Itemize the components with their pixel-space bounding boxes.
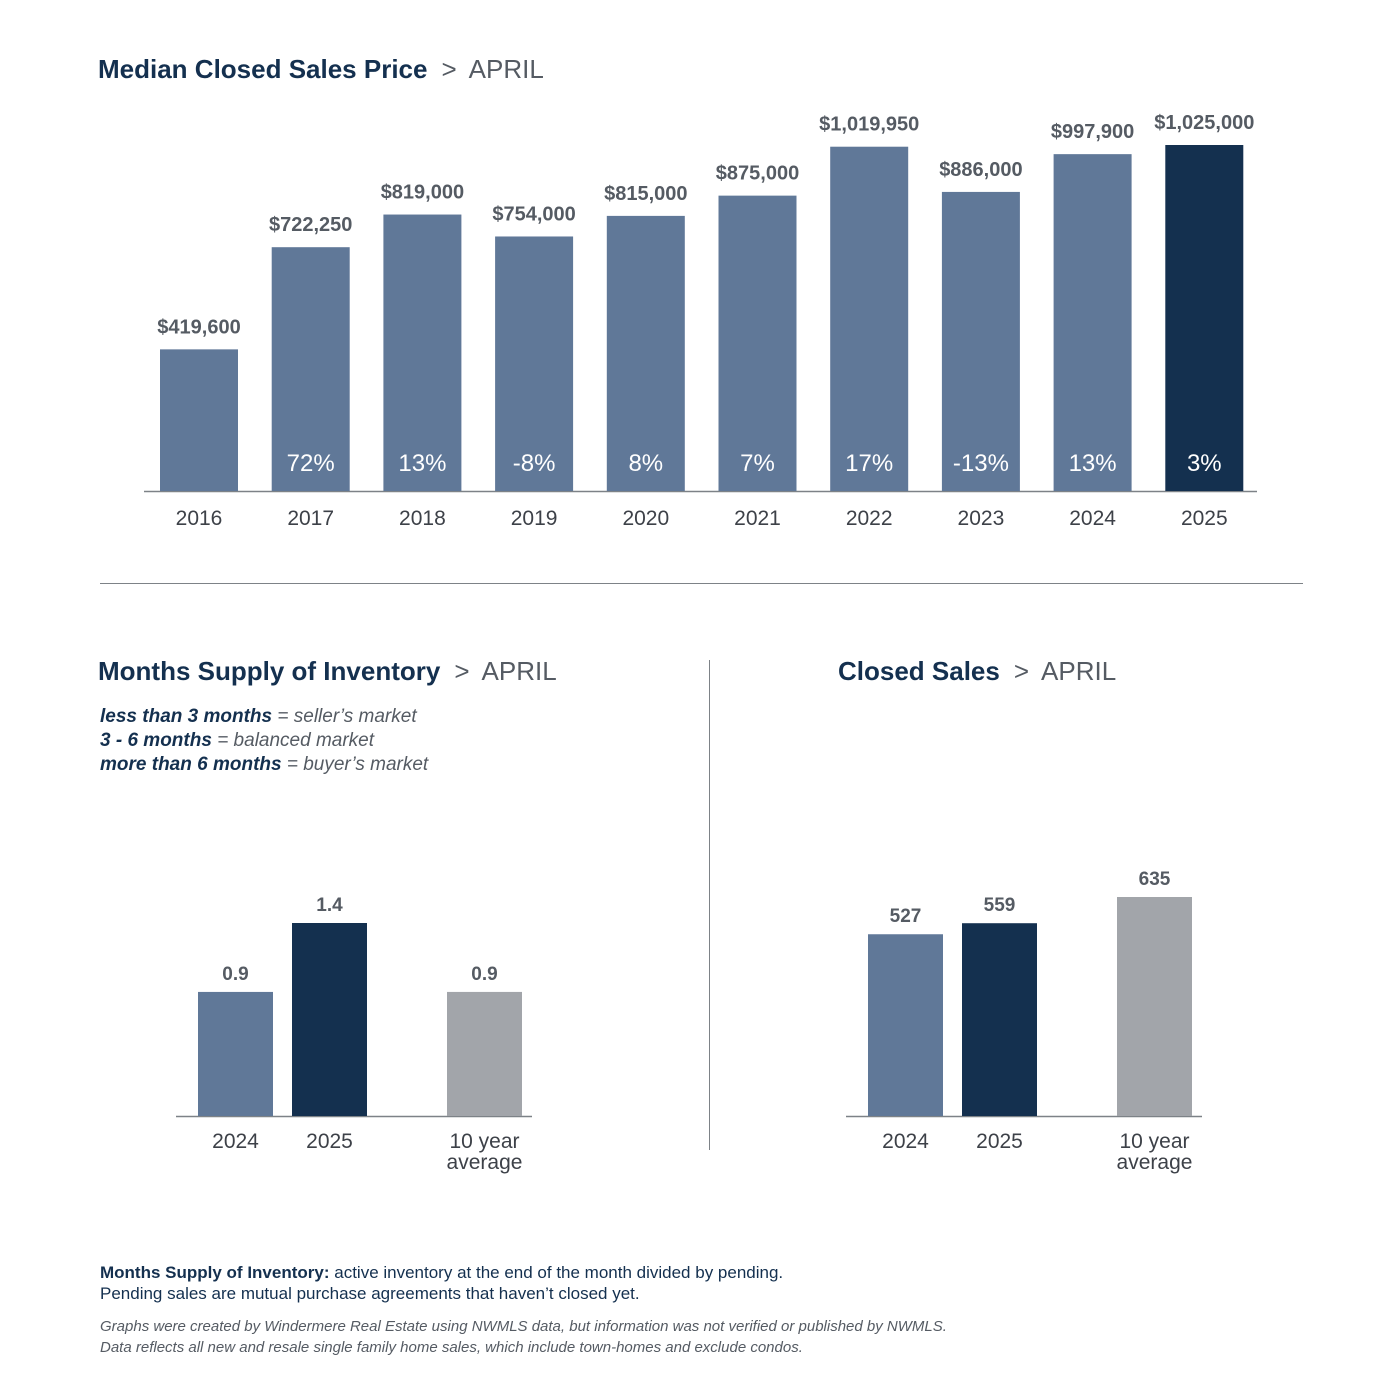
bar bbox=[962, 923, 1037, 1116]
bar bbox=[868, 934, 943, 1116]
tick-label: 10 year bbox=[449, 1130, 519, 1153]
column-divider bbox=[709, 660, 710, 1150]
value-label: 0.9 bbox=[471, 964, 497, 985]
value-label: $815,000 bbox=[604, 183, 687, 205]
legend-item: less than 3 months = seller’s market bbox=[100, 705, 428, 729]
title-separator: > bbox=[454, 656, 470, 686]
legend-term: more than 6 months bbox=[100, 754, 282, 775]
change-label: 72% bbox=[287, 450, 335, 477]
closed-sales-title: Closed Sales > APRIL bbox=[838, 656, 1116, 687]
value-label: 559 bbox=[984, 895, 1016, 916]
value-label: $722,250 bbox=[269, 214, 352, 236]
footer-note: Graphs were created by Windermere Real E… bbox=[100, 1316, 947, 1358]
bar bbox=[1165, 145, 1244, 491]
bar bbox=[830, 146, 909, 491]
definition-text: active inventory at the end of the month… bbox=[334, 1263, 784, 1282]
value-label: $886,000 bbox=[939, 159, 1022, 181]
legend-item: more than 6 months = buyer’s market bbox=[100, 753, 428, 777]
tick-label: 2016 bbox=[176, 507, 223, 530]
value-label: $997,900 bbox=[1051, 121, 1134, 143]
definition-line: Months Supply of Inventory: active inven… bbox=[100, 1262, 783, 1283]
tick-label: 2020 bbox=[622, 507, 669, 530]
value-label: $819,000 bbox=[381, 182, 464, 204]
change-label: 17% bbox=[845, 450, 893, 477]
legend-term: 3 - 6 months bbox=[100, 730, 212, 751]
change-label: -8% bbox=[513, 450, 556, 477]
bar bbox=[292, 923, 367, 1116]
tick-label: 2021 bbox=[734, 507, 781, 530]
change-label: 13% bbox=[1069, 450, 1117, 477]
bar bbox=[718, 195, 797, 491]
bar bbox=[606, 215, 685, 491]
tick-label: 2024 bbox=[1069, 507, 1116, 530]
title-separator: > bbox=[1013, 656, 1030, 686]
legend-desc: = balanced market bbox=[217, 730, 375, 751]
tick-label: 2025 bbox=[976, 1130, 1023, 1153]
tick-label: 2025 bbox=[1181, 507, 1228, 530]
change-label: 7% bbox=[740, 450, 775, 477]
title-separator: > bbox=[441, 54, 457, 84]
value-label: $875,000 bbox=[716, 163, 799, 185]
note-line-2: Data reflects all new and resale single … bbox=[100, 1339, 803, 1356]
definition-line-2: Pending sales are mutual purchase agreem… bbox=[100, 1284, 640, 1303]
tick-label: 2019 bbox=[511, 507, 558, 530]
tick-label: 2022 bbox=[846, 507, 893, 530]
note-line-1: Graphs were created by Windermere Real E… bbox=[100, 1318, 947, 1335]
value-label: $1,025,000 bbox=[1154, 112, 1254, 134]
legend-desc: = buyer’s market bbox=[286, 754, 429, 775]
tick-label: 10 year bbox=[1119, 1130, 1189, 1153]
bar bbox=[495, 236, 574, 491]
tick-label-line-2: average bbox=[447, 1151, 523, 1174]
definition-term: Months Supply of Inventory: bbox=[100, 1263, 330, 1282]
value-label: $754,000 bbox=[492, 203, 575, 225]
bar bbox=[941, 191, 1020, 492]
tick-label: 2024 bbox=[212, 1130, 259, 1153]
bar bbox=[1053, 154, 1132, 492]
bar bbox=[383, 214, 462, 491]
legend-item: 3 - 6 months = balanced market bbox=[100, 729, 428, 753]
tick-label-line-2: average bbox=[1117, 1151, 1193, 1174]
value-label: $1,019,950 bbox=[819, 114, 919, 136]
change-label: 8% bbox=[628, 450, 663, 477]
tick-label: 2018 bbox=[399, 507, 446, 530]
value-label: 635 bbox=[1139, 869, 1171, 890]
value-label: 527 bbox=[890, 906, 922, 927]
closed-sales-title-text: Closed Sales bbox=[838, 656, 1000, 686]
tick-label: 2024 bbox=[882, 1130, 929, 1153]
bar bbox=[1117, 897, 1192, 1116]
title-month: APRIL bbox=[468, 54, 544, 84]
change-label: -13% bbox=[953, 450, 1009, 477]
bar bbox=[447, 991, 522, 1116]
footer-definition: Months Supply of Inventory: active inven… bbox=[100, 1262, 783, 1304]
title-month: APRIL bbox=[1041, 656, 1117, 686]
bar bbox=[271, 247, 350, 491]
months-supply-title: Months Supply of Inventory > APRIL bbox=[98, 656, 557, 687]
months-supply-title-text: Months Supply of Inventory bbox=[98, 656, 441, 686]
tick-label: 2025 bbox=[306, 1130, 353, 1153]
title-month: APRIL bbox=[481, 656, 557, 686]
tick-label: 2017 bbox=[287, 507, 334, 530]
value-label: $419,600 bbox=[157, 316, 240, 338]
bar bbox=[198, 991, 273, 1116]
legend-desc: = seller’s market bbox=[277, 706, 417, 727]
value-label: 1.4 bbox=[316, 895, 343, 916]
bar bbox=[160, 349, 238, 491]
legend-term: less than 3 months bbox=[100, 706, 273, 727]
tick-label: 2023 bbox=[958, 507, 1005, 530]
section-divider bbox=[100, 583, 1303, 584]
median-price-title: Median Closed Sales Price > APRIL bbox=[98, 54, 544, 85]
change-label: 3% bbox=[1187, 450, 1222, 477]
median-price-chart: $419,600 2016 $722,250 72% 2017 $819,000 13% 20… bbox=[144, 112, 1257, 530]
market-legend: less than 3 months = seller’s market 3 -… bbox=[100, 705, 428, 777]
change-label: 13% bbox=[398, 450, 446, 477]
median-price-title-text: Median Closed Sales Price bbox=[98, 54, 428, 84]
value-label: 0.9 bbox=[222, 964, 248, 985]
